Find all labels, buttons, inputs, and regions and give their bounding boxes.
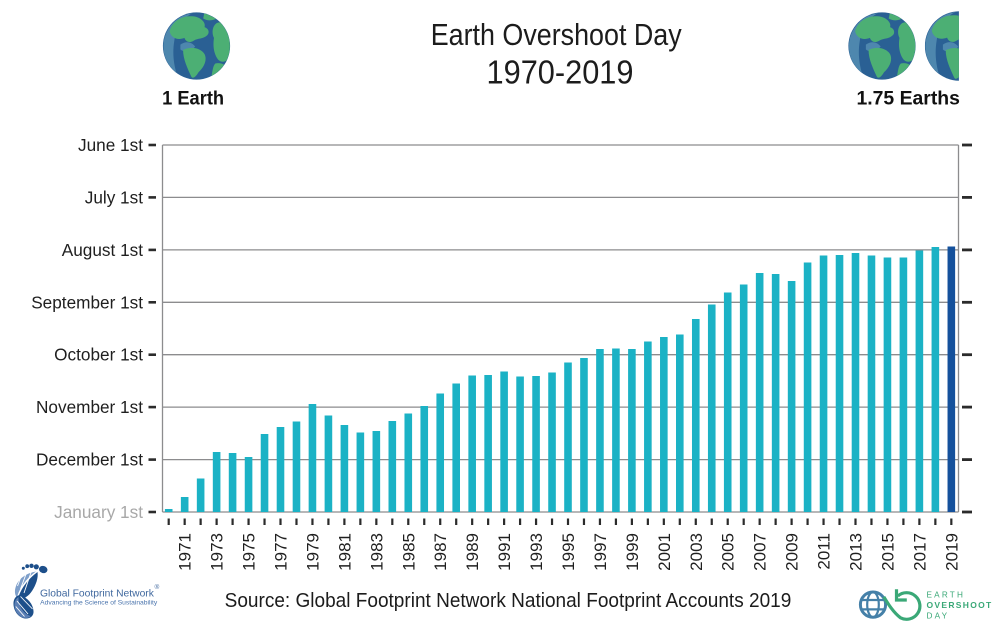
svg-text:September 1st: September 1st <box>31 292 143 312</box>
svg-text:January 1st: January 1st <box>54 502 143 522</box>
svg-text:1987: 1987 <box>431 533 450 571</box>
svg-text:1997: 1997 <box>591 533 610 571</box>
svg-text:Source: Global Footprint Netwo: Source: Global Footprint Network Nationa… <box>225 590 792 612</box>
svg-text:June 1st: June 1st <box>78 135 143 155</box>
svg-text:1971: 1971 <box>176 533 195 571</box>
svg-text:1977: 1977 <box>272 533 291 571</box>
svg-text:December 1st: December 1st <box>36 450 143 470</box>
svg-text:August 1st: August 1st <box>62 240 143 260</box>
svg-text:1985: 1985 <box>399 533 418 571</box>
svg-text:2007: 2007 <box>751 533 770 571</box>
svg-text:2011: 2011 <box>815 533 834 570</box>
svg-text:EARTH: EARTH <box>927 591 966 600</box>
svg-text:DAY: DAY <box>927 612 950 621</box>
svg-text:1.75 Earths: 1.75 Earths <box>856 87 960 109</box>
svg-text:1979: 1979 <box>303 533 322 571</box>
svg-text:July 1st: July 1st <box>85 187 143 207</box>
svg-text:OVERSHOOT: OVERSHOOT <box>927 600 993 610</box>
svg-text:Advancing the Science of Susta: Advancing the Science of Sustainability <box>40 600 158 607</box>
svg-text:1 Earth: 1 Earth <box>162 87 224 109</box>
svg-text:2001: 2001 <box>655 533 674 571</box>
svg-text:2017: 2017 <box>910 533 929 571</box>
svg-text:1970-2019: 1970-2019 <box>487 53 634 90</box>
svg-text:Global Footprint Network: Global Footprint Network <box>40 589 155 600</box>
svg-text:1981: 1981 <box>335 533 354 571</box>
svg-text:1993: 1993 <box>527 533 546 571</box>
svg-text:®: ® <box>155 583 160 591</box>
svg-text:2005: 2005 <box>719 533 738 571</box>
svg-text:2003: 2003 <box>687 533 706 571</box>
svg-text:Earth Overshoot Day: Earth Overshoot Day <box>431 18 683 52</box>
svg-text:2019: 2019 <box>942 533 961 571</box>
svg-text:2013: 2013 <box>847 533 866 571</box>
svg-text:1999: 1999 <box>623 533 642 571</box>
svg-text:1995: 1995 <box>559 533 578 571</box>
svg-text:1973: 1973 <box>208 533 227 571</box>
svg-text:1989: 1989 <box>463 533 482 571</box>
svg-text:2009: 2009 <box>783 533 802 571</box>
svg-text:2015: 2015 <box>878 533 897 571</box>
svg-text:1983: 1983 <box>367 533 386 571</box>
svg-text:November 1st: November 1st <box>36 397 143 417</box>
svg-text:1975: 1975 <box>240 533 259 571</box>
svg-text:October 1st: October 1st <box>54 345 143 365</box>
svg-text:1991: 1991 <box>495 533 514 571</box>
